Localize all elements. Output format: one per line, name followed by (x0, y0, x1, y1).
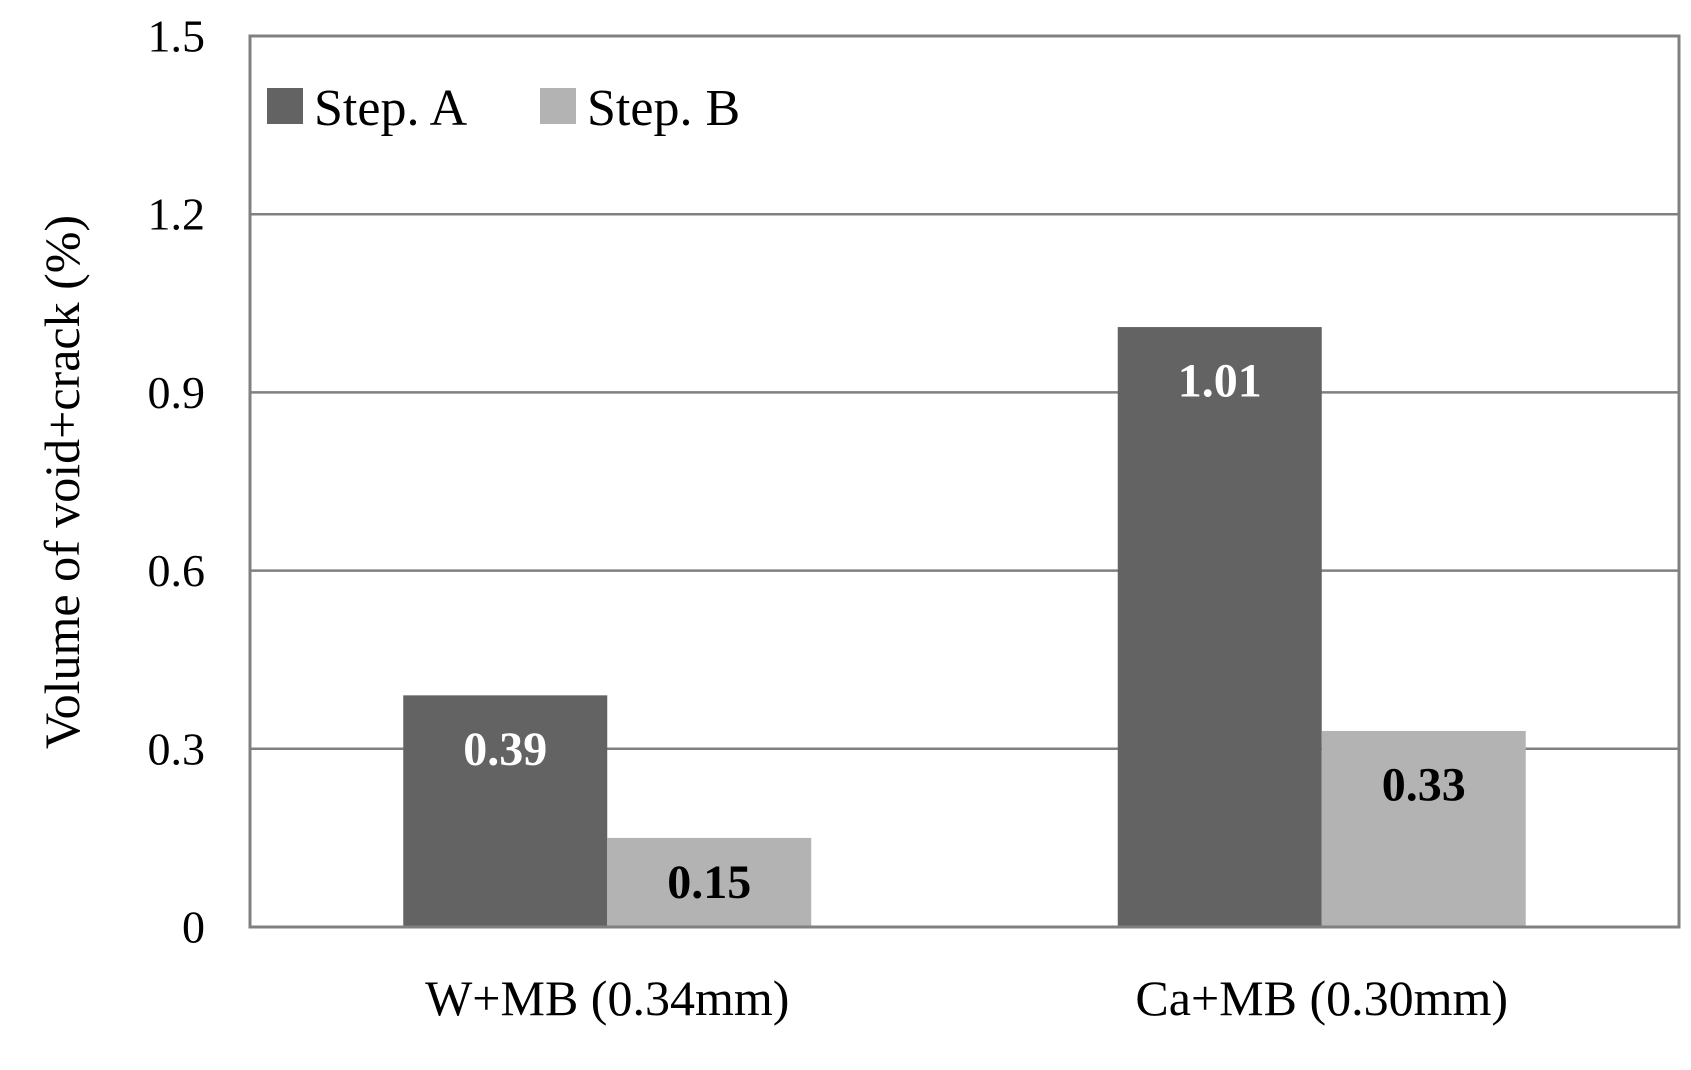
y-tick-label: 0 (182, 902, 205, 953)
legend-label-step-b: Step. B (587, 80, 740, 137)
x-category-label: W+MB (0.34mm) (425, 970, 789, 1026)
legend-label-step-a: Step. A (314, 80, 468, 137)
data-label: 0.39 (463, 723, 547, 776)
data-label: 1.01 (1178, 355, 1262, 408)
bar-step-b (1321, 730, 1526, 927)
bar-step-b (607, 837, 812, 927)
y-axis-tick-labels: 0 0.3 0.6 0.9 1.2 1.5 (148, 11, 206, 953)
x-category-label: Ca+MB (0.30mm) (1135, 970, 1508, 1026)
y-tick-label: 1.2 (148, 189, 206, 240)
data-label: 0.33 (1382, 758, 1466, 811)
y-tick-label: 0.9 (148, 367, 206, 418)
bar-step-a (403, 695, 608, 927)
y-tick-label: 0.3 (148, 723, 206, 774)
legend-swatch-step-b (540, 88, 576, 124)
legend: Step. A Step. B (267, 80, 740, 137)
legend-swatch-step-a (267, 88, 303, 124)
y-tick-label: 1.5 (148, 11, 206, 62)
data-label: 0.15 (667, 856, 751, 909)
y-tick-label: 0.6 (148, 545, 206, 596)
data-labels: 0.39 0.15 1.01 0.33 (463, 355, 1466, 909)
bar-step-a (1117, 327, 1322, 927)
y-axis-label: Volume of void+crack (%) (34, 215, 90, 749)
x-axis-category-labels: W+MB (0.34mm) Ca+MB (0.30mm) (425, 970, 1508, 1026)
bars (403, 327, 1526, 927)
